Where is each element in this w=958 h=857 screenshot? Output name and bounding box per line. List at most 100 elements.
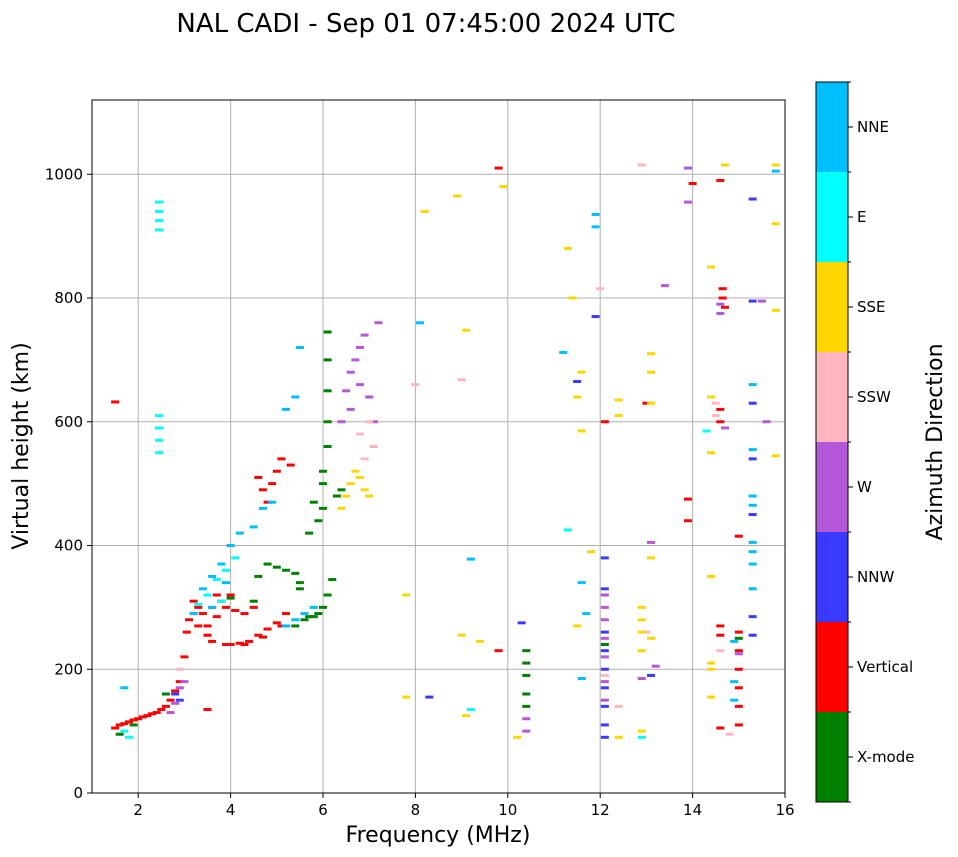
colorbar-label-x-mode: X-mode [857,748,914,766]
data-point [762,420,771,424]
data-point [295,587,304,591]
colorbar-swatch-w [816,442,848,532]
data-point [351,469,360,473]
data-point [134,717,143,721]
data-point [720,426,729,430]
colorbar-label-sse: SSE [857,298,886,316]
data-point [319,482,327,486]
data-point [420,209,429,213]
data-point [522,661,531,665]
data-point [254,574,263,578]
chart-title: NAL CADI - Sep 01 07:45:00 2024 UTC [176,9,675,39]
series-w [166,166,771,733]
data-point [637,677,646,681]
data-point [217,599,226,603]
y-tick-label: 1000 [45,165,83,183]
data-point [138,715,147,719]
data-point [143,714,152,718]
data-point [319,605,327,609]
data-point [346,407,355,411]
data-point [457,378,466,382]
data-point [154,451,163,455]
data-point [466,707,475,711]
data-point [748,197,757,201]
data-point [157,707,166,711]
data-point [591,315,600,319]
data-point [600,556,609,560]
colorbar-label: Azimuth Direction [923,343,948,540]
data-point [337,420,346,424]
data-point [771,222,780,226]
data-point [707,661,716,665]
data-point [346,370,355,374]
data-point [637,630,646,634]
data-point [707,667,716,671]
data-point [365,395,374,399]
data-point [309,500,318,504]
data-point [707,451,716,455]
data-point [369,420,378,424]
data-point [734,704,743,708]
data-point [683,166,692,170]
data-point [309,615,318,619]
data-point [642,401,651,405]
data-point [277,624,286,628]
data-point [600,587,609,591]
data-point [323,593,332,597]
data-point [291,624,300,628]
data-point [295,581,304,585]
data-point [707,695,716,699]
data-point [189,599,198,603]
data-point [175,698,184,702]
y-tick-label: 200 [54,660,83,678]
data-point [291,395,300,399]
data-point [522,692,531,696]
data-point [328,578,337,582]
data-point [647,352,656,356]
data-point [568,296,577,300]
plot-background [92,100,785,793]
data-point [614,414,623,418]
data-point [212,578,221,582]
data-point [683,497,692,501]
data-point [249,525,258,529]
data-point [231,556,240,560]
data-point [277,457,286,461]
data-point [637,163,646,167]
data-point [263,562,272,566]
data-point [129,718,138,722]
data-point [208,574,217,578]
data-point [748,587,757,591]
colorbar-label-nne: NNE [857,118,889,136]
data-point [573,380,582,384]
data-point [124,735,133,739]
data-point [337,488,346,492]
data-point [323,445,332,448]
data-point [716,649,725,653]
data-point [154,200,163,204]
data-point [522,704,531,708]
data-point [494,166,503,170]
data-point [734,686,743,690]
data-point [716,624,725,628]
data-point [198,587,207,591]
data-point [642,630,651,634]
data-point [748,540,757,544]
data-point [360,457,369,461]
data-point [355,383,364,387]
data-point [171,692,180,696]
data-point [452,194,461,198]
x-tick-label: 4 [226,801,236,819]
series-sse [337,163,780,739]
data-point [323,389,332,393]
data-point [734,667,743,671]
data-point [734,534,743,538]
data-point [771,163,780,167]
colorbar-label-w: W [857,478,872,496]
data-point [720,305,729,309]
data-point [203,707,212,711]
data-point [221,643,230,646]
data-point [342,389,351,393]
data-point [120,729,129,733]
data-point [360,488,369,492]
